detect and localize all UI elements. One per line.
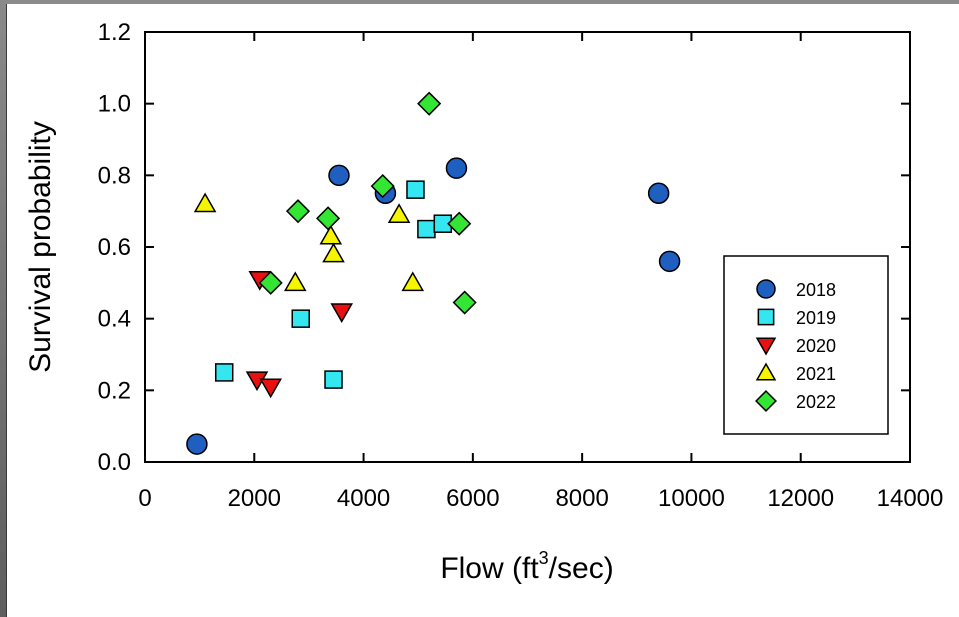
point-2021 — [387, 203, 411, 223]
point-2020 — [259, 378, 282, 399]
legend-label-2022: 2022 — [796, 392, 836, 412]
legend: 2018 2019 2020 2021 2022 — [723, 255, 889, 435]
point-2018 — [658, 250, 681, 273]
legend-marker-2018 — [756, 279, 776, 299]
y-tick-label: 0.4 — [98, 306, 131, 333]
legend-label-2020: 2020 — [796, 336, 836, 356]
y-tick-label: 0.6 — [98, 234, 131, 261]
x-tick-label: 0 — [138, 485, 151, 512]
x-tick-label: 6000 — [446, 485, 499, 512]
point-2019 — [324, 370, 343, 389]
y-axis-title: Survival probability — [24, 121, 57, 373]
x-axis-title: Flow (ft3/sec) — [440, 548, 613, 585]
point-2022 — [452, 290, 477, 315]
legend-label-2019: 2019 — [796, 308, 836, 328]
point-2020 — [330, 303, 354, 324]
point-2018 — [328, 164, 350, 187]
point-2022 — [315, 206, 341, 231]
x-tick-label: 10000 — [658, 485, 725, 512]
data-points — [186, 91, 681, 455]
x-tick-label: 2000 — [228, 485, 281, 512]
point-2019 — [291, 309, 310, 328]
point-2021 — [193, 192, 217, 213]
legend-marker-2019 — [757, 308, 775, 326]
point-2018 — [186, 433, 208, 455]
point-2021 — [401, 271, 425, 292]
x-tick-label: 12000 — [767, 485, 834, 512]
y-tick-label: 1.0 — [98, 91, 131, 118]
y-tick-label: 0.8 — [98, 162, 131, 189]
legend-marker-2021 — [755, 362, 777, 381]
legend-marker-2022 — [755, 390, 777, 412]
point-2021 — [322, 242, 345, 263]
point-2019 — [406, 180, 425, 199]
point-2022 — [258, 270, 283, 295]
x-tick-label: 14000 — [877, 485, 944, 512]
x-tick-label: 4000 — [337, 485, 390, 512]
legend-label-2018: 2018 — [796, 280, 836, 300]
point-2019 — [417, 219, 436, 239]
point-2018 — [445, 157, 468, 179]
point-2021 — [319, 224, 343, 245]
point-2022 — [447, 211, 472, 236]
point-2019 — [214, 363, 234, 382]
x-axis: 0 2000 4000 6000 8000 10000 12000 14000 — [138, 32, 943, 512]
point-2021 — [283, 271, 307, 292]
point-2022 — [285, 199, 311, 224]
y-tick-label: 0.0 — [98, 449, 131, 476]
point-2022 — [417, 91, 442, 116]
point-2022 — [370, 174, 395, 199]
y-tick-label: 1.2 — [98, 19, 131, 46]
legend-label-2021: 2021 — [796, 364, 836, 384]
legend-marker-2020 — [755, 337, 777, 356]
legend-box — [723, 255, 889, 435]
y-axis: 0.0 0.2 0.4 0.6 0.8 1.0 1.2 — [98, 19, 910, 476]
x-tick-label: 8000 — [555, 485, 608, 512]
point-2018 — [647, 182, 670, 204]
y-tick-label: 0.2 — [98, 377, 131, 404]
